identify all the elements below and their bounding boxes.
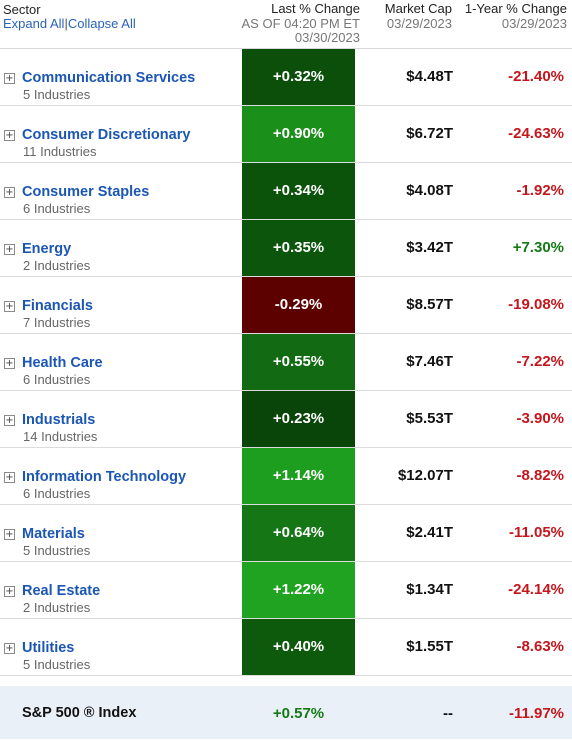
expand-row-icon[interactable]: + xyxy=(4,130,15,141)
sector-name-link[interactable]: Information Technology xyxy=(22,469,187,485)
industry-count: 11 Industries xyxy=(23,144,97,159)
table-row: + Consumer Staples 6 Industries +0.34% $4.08… xyxy=(0,163,572,220)
expand-row-icon[interactable]: + xyxy=(4,301,15,312)
expand-collapse-links: Expand All|Collapse All xyxy=(3,16,136,31)
year-change-date: 03/29/2023 xyxy=(501,15,567,31)
expand-row-icon[interactable]: + xyxy=(4,73,15,84)
table-row: + Communication Services 5 Industries +0.32… xyxy=(0,49,572,106)
expand-row-icon[interactable]: + xyxy=(4,244,15,255)
market-cap-label: Market Cap xyxy=(384,1,452,16)
industry-count: 5 Industries xyxy=(23,543,91,558)
sector-name-link[interactable]: Energy xyxy=(22,241,72,257)
sector-name-link[interactable]: Financials xyxy=(22,298,93,314)
index-last-change: +0.57% xyxy=(272,705,325,722)
table-row: + Financials 7 Industries -0.29% $8.57T -19.0… xyxy=(0,277,572,334)
last-change-cell: +0.35% xyxy=(242,220,355,276)
last-change-label: Last % Change xyxy=(271,1,360,16)
expand-row-icon[interactable]: + xyxy=(4,472,15,483)
sector-name-link[interactable]: Real Estate xyxy=(22,583,101,599)
market-cap-column-header: Market Cap 03/29/2023 xyxy=(384,1,452,31)
year-change-cell: +7.30% xyxy=(512,239,564,256)
last-change-cell: +0.64% xyxy=(242,505,355,561)
index-market-cap: -- xyxy=(443,705,453,722)
market-cap-cell: $5.53T xyxy=(406,410,453,427)
sector-name-link[interactable]: Consumer Staples xyxy=(22,184,150,200)
market-cap-cell: $3.42T xyxy=(406,239,453,256)
table-header: Sector Expand All|Collapse All Last % Ch… xyxy=(0,0,572,49)
industry-count: 2 Industries xyxy=(23,258,91,273)
index-summary-row: S&P 500 ® Index +0.57% -- -11.97% xyxy=(0,686,572,739)
year-change-cell: -19.08% xyxy=(508,296,564,313)
market-cap-cell: $8.57T xyxy=(406,296,453,313)
market-cap-cell: $12.07T xyxy=(397,467,453,484)
market-cap-cell: $7.46T xyxy=(406,353,453,370)
expand-row-icon[interactable]: + xyxy=(4,187,15,198)
last-change-cell: +1.22% xyxy=(242,562,355,618)
year-change-cell: -21.40% xyxy=(508,68,564,85)
index-name: S&P 500 ® Index xyxy=(22,705,137,721)
sector-column-header: Sector xyxy=(3,2,41,17)
sector-name-link[interactable]: Industrials xyxy=(22,412,96,428)
year-change-cell: -1.92% xyxy=(516,182,564,199)
link-separator: | xyxy=(64,16,68,31)
expand-row-icon[interactable]: + xyxy=(4,415,15,426)
expand-row-icon[interactable]: + xyxy=(4,643,15,654)
table-row: + Consumer Discretionary 11 Industries +0.9… xyxy=(0,106,572,163)
expand-row-icon[interactable]: + xyxy=(4,529,15,540)
table-row: + Information Technology 6 Industries +1.14… xyxy=(0,448,572,505)
table-row: + Energy 2 Industries +0.35% $3.42T +7.30% xyxy=(0,220,572,277)
industry-count: 6 Industries xyxy=(23,201,91,216)
industry-count: 14 Industries xyxy=(23,429,98,444)
index-year-change: -11.97% xyxy=(508,705,564,722)
year-change-cell: -11.05% xyxy=(508,524,564,541)
market-cap-cell: $1.55T xyxy=(406,638,453,655)
industry-count: 5 Industries xyxy=(23,657,91,672)
market-cap-date: 03/29/2023 xyxy=(386,15,452,31)
market-cap-cell: $1.34T xyxy=(406,581,453,598)
year-change-cell: -3.90% xyxy=(516,410,564,427)
last-change-cell: +0.32% xyxy=(242,49,355,105)
industry-count: 2 Industries xyxy=(23,600,91,615)
industry-count: 7 Industries xyxy=(23,315,91,330)
table-row: + Materials 5 Industries +0.64% $2.41T -11.05… xyxy=(0,505,572,562)
sector-name-link[interactable]: Health Care xyxy=(22,355,103,371)
table-row: + Health Care 6 Industries +0.55% $7.46T -7.2… xyxy=(0,334,572,391)
market-cap-cell: $6.72T xyxy=(406,125,453,142)
last-change-cell: +0.23% xyxy=(242,391,355,447)
market-cap-cell: $4.08T xyxy=(406,182,453,199)
last-change-cell: +0.40% xyxy=(242,619,355,675)
collapse-all-link[interactable]: Collapse All xyxy=(67,16,136,31)
sector-name-link[interactable]: Materials xyxy=(22,526,85,542)
market-cap-cell: $2.41T xyxy=(406,524,453,541)
sector-name-link[interactable]: Utilities xyxy=(22,640,75,656)
year-change-cell: -24.14% xyxy=(508,581,564,598)
expand-all-link[interactable]: Expand All xyxy=(3,16,65,31)
table-row: + Real Estate 2 Industries +1.22% $1.34T -24.… xyxy=(0,562,572,619)
sector-table-body: + Communication Services 5 Industries +0.32… xyxy=(0,49,572,676)
expand-row-icon[interactable]: + xyxy=(4,358,15,369)
year-change-cell: -8.82% xyxy=(516,467,564,484)
market-cap-cell: $4.48T xyxy=(406,68,453,85)
last-change-cell: -0.29% xyxy=(242,277,355,333)
last-change-asof: AS OF 04:20 PM ET xyxy=(241,15,361,31)
year-change-label: 1-Year % Change xyxy=(464,1,567,16)
industry-count: 5 Industries xyxy=(23,87,91,102)
table-row: + Utilities 5 Industries +0.40% $1.55T -8.63% xyxy=(0,619,572,676)
industry-count: 6 Industries xyxy=(23,486,91,501)
industry-count: 6 Industries xyxy=(23,372,91,387)
sector-name-link[interactable]: Consumer Discretionary xyxy=(22,127,191,143)
last-change-date: 03/30/2023 xyxy=(294,30,360,45)
year-change-column-header: 1-Year % Change 03/29/2023 xyxy=(464,1,567,31)
last-change-cell: +0.34% xyxy=(242,163,355,219)
last-change-cell: +0.90% xyxy=(242,106,355,162)
expand-row-icon[interactable]: + xyxy=(4,586,15,597)
year-change-cell: -8.63% xyxy=(516,638,564,655)
last-change-cell: +1.14% xyxy=(242,448,355,504)
last-change-cell: +0.55% xyxy=(242,334,355,390)
sector-name-link[interactable]: Communication Services xyxy=(22,70,196,86)
last-change-column-header: Last % Change AS OF 04:20 PM ET 03/30/20… xyxy=(241,1,361,46)
year-change-cell: -7.22% xyxy=(516,353,564,370)
year-change-cell: -24.63% xyxy=(508,125,564,142)
table-row: + Industrials 14 Industries +0.23% $5.53T -3.… xyxy=(0,391,572,448)
